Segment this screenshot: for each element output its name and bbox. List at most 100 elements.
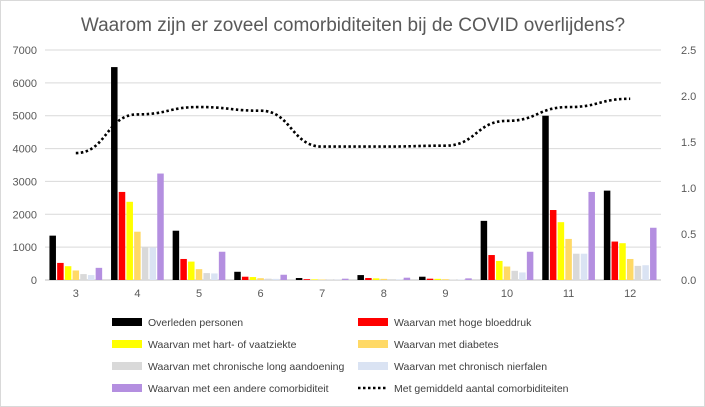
bar <box>141 247 149 280</box>
bar <box>480 220 488 280</box>
legend-swatch <box>112 340 142 348</box>
y2-tick-label: 2.0 <box>681 91 696 103</box>
bar <box>619 243 626 280</box>
x-tick-label: 11 <box>563 288 574 300</box>
legend-swatch <box>112 362 142 370</box>
legend-swatch <box>112 384 142 392</box>
bar <box>64 266 72 280</box>
bar <box>496 260 503 280</box>
legend-label: Waarvan met diabetes <box>394 339 499 351</box>
bar <box>403 277 411 280</box>
bar <box>588 191 595 280</box>
bar <box>218 251 226 280</box>
y-tick-label: 7000 <box>13 45 37 57</box>
bar <box>72 270 80 280</box>
legend-swatch <box>358 318 388 326</box>
bar <box>272 278 280 280</box>
bar <box>57 262 64 280</box>
bar <box>442 279 449 280</box>
bar <box>434 278 441 280</box>
bar <box>295 278 303 280</box>
legend-label: Waarvan met chronische long aandoening <box>148 361 344 373</box>
bar <box>265 278 272 280</box>
x-tick-label: 4 <box>134 288 140 300</box>
bar <box>311 279 318 280</box>
bar <box>342 278 349 280</box>
bar <box>134 231 141 280</box>
legend-label: Met gemiddeld aantal comorbiditeiten <box>394 383 569 395</box>
legend-label: Waarvan met chronisch nierfalen <box>394 361 547 373</box>
bar <box>303 279 311 280</box>
bar <box>642 265 649 280</box>
bar <box>80 274 87 280</box>
y2-tick-label: 0.5 <box>681 229 696 241</box>
bar <box>126 201 133 280</box>
y2-tick-label: 2.5 <box>681 45 696 57</box>
bar <box>503 266 511 280</box>
x-tick-label: 8 <box>381 288 387 300</box>
y-tick-label: 3000 <box>13 176 37 188</box>
y2-tick-label: 1.5 <box>681 137 696 149</box>
bar <box>118 191 126 280</box>
bar <box>542 115 549 280</box>
y2-tick-label: 1.0 <box>681 183 696 195</box>
bar <box>549 210 557 280</box>
legend-label: Overleden personen <box>148 317 243 329</box>
bar <box>511 270 518 280</box>
bar <box>87 275 95 280</box>
legend-label: Waarvan met hart- of vaatziekte <box>148 339 297 351</box>
bar <box>519 272 526 280</box>
bar <box>573 253 580 280</box>
bar <box>241 276 249 280</box>
bar <box>49 235 56 280</box>
bar <box>650 227 657 280</box>
gridlines <box>45 49 661 248</box>
bar <box>280 274 287 280</box>
bar <box>380 278 388 280</box>
bar <box>603 190 611 280</box>
bar <box>626 258 634 280</box>
bar <box>557 222 565 280</box>
bar <box>157 173 164 280</box>
bar-series <box>49 67 657 280</box>
axes: 0 1000 2000 3000 4000 5000 6000 7000 0.0 0.5 1.0 1.… <box>13 45 697 300</box>
bar <box>526 251 534 280</box>
bar <box>95 267 103 280</box>
bar <box>180 258 187 280</box>
x-tick-label: 5 <box>196 288 202 300</box>
bar <box>372 278 380 280</box>
x-tick-label: 6 <box>258 288 264 300</box>
bar <box>419 276 426 280</box>
legend: Overleden personen Waarvan met hoge bloed… <box>112 317 569 395</box>
bar <box>149 247 157 280</box>
bar <box>488 255 495 280</box>
bar <box>565 238 572 280</box>
y-tick-label: 4000 <box>13 144 37 156</box>
bar <box>111 67 118 280</box>
bar <box>388 279 395 280</box>
y-tick-label: 0 <box>31 275 37 287</box>
bar <box>249 277 257 280</box>
y-tick-label: 2000 <box>13 209 37 221</box>
bar <box>634 265 642 280</box>
bar <box>426 278 434 280</box>
bar <box>611 241 619 280</box>
legend-swatch <box>358 340 388 348</box>
bar <box>365 278 372 280</box>
line-series-path <box>75 97 631 155</box>
bar <box>580 253 588 280</box>
line-series <box>75 97 631 155</box>
bar <box>357 275 364 280</box>
y-tick-label: 1000 <box>13 242 37 254</box>
chart-title: Waarom zijn er zoveel comorbiditeiten bi… <box>81 15 625 36</box>
y-tick-label: 6000 <box>13 78 37 90</box>
legend-swatch <box>112 318 142 326</box>
bar <box>211 273 218 280</box>
x-tick-label: 7 <box>319 288 325 300</box>
x-tick-label: 3 <box>73 288 79 300</box>
legend-swatch <box>358 362 388 370</box>
bar <box>188 261 195 280</box>
bar <box>257 278 264 280</box>
bar <box>195 269 203 280</box>
